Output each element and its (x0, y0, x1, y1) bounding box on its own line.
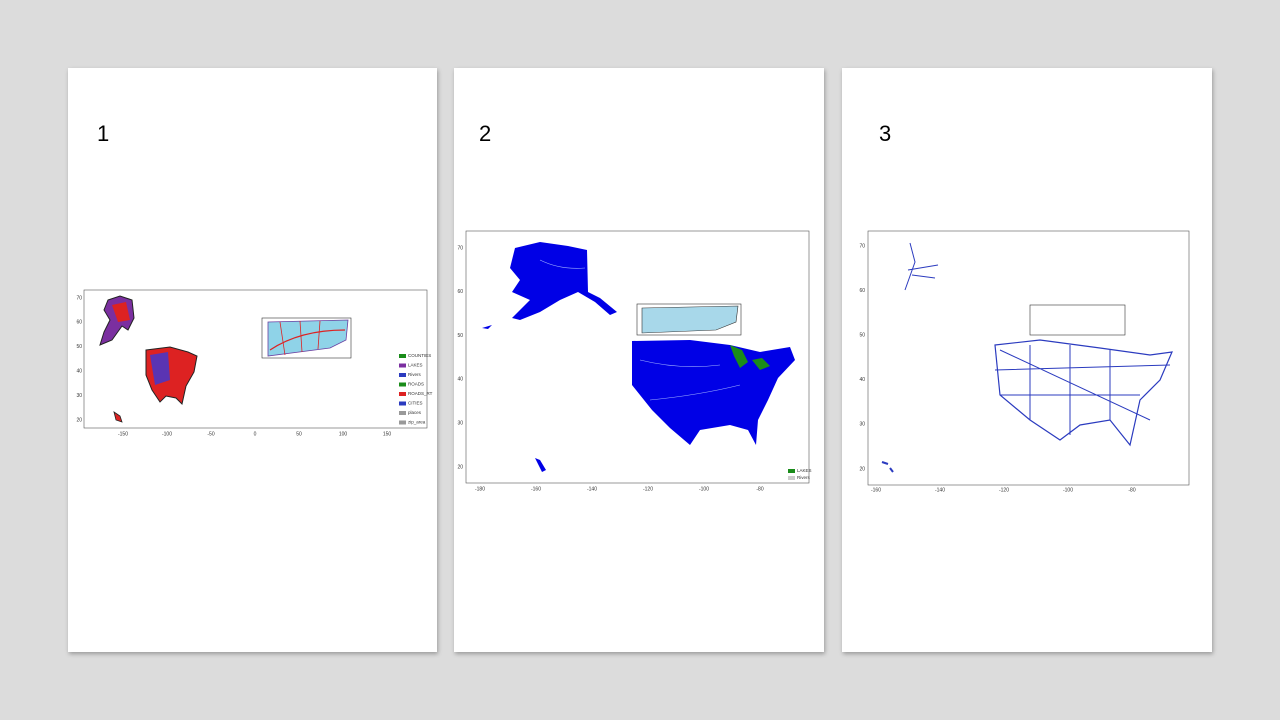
x-tick-label: -120 (999, 487, 1009, 493)
x-tick-label: -80 (1128, 487, 1135, 493)
y-tick-label: 70 (76, 295, 82, 301)
x-tick-label: -160 (871, 487, 881, 493)
legend-label: ROADS (408, 382, 424, 387)
y-tick-label: 70 (859, 243, 865, 249)
y-tick-label: 40 (457, 377, 463, 383)
x-tick-label: -50 (207, 431, 214, 437)
x-tick-label: -120 (643, 486, 653, 492)
legend-label: CITIES (408, 401, 423, 406)
x-tick-label: 150 (383, 431, 392, 437)
y-tick-label: 50 (76, 344, 82, 350)
y-tick-label: 30 (859, 422, 865, 428)
x-tick-label: -160 (531, 486, 541, 492)
y-tick-label: 60 (457, 289, 463, 295)
x-tick-label: -80 (756, 486, 763, 492)
legend-swatch (399, 382, 406, 387)
x-tick-label: -140 (935, 487, 945, 493)
x-tick-label: -100 (1063, 487, 1073, 493)
legend-swatch (399, 354, 406, 358)
y-tick-label: 40 (859, 377, 865, 383)
legend-label: LAKES (408, 363, 423, 368)
y-tick-label: 30 (76, 393, 82, 399)
legend-label: Rivers (408, 372, 422, 377)
x-tick-label: -150 (118, 431, 128, 437)
legend-swatch (399, 373, 406, 377)
legend-label: LAKES (797, 468, 812, 473)
y-tick-label: 20 (457, 464, 463, 470)
x-tick-label: 50 (296, 431, 302, 437)
x-tick-label: -100 (162, 431, 172, 437)
legend-label: zip_area (408, 420, 426, 425)
map (465, 230, 810, 484)
x-tick-label: 100 (339, 431, 348, 437)
y-tick-label: 70 (457, 245, 463, 251)
legend-swatch (399, 392, 406, 396)
page-number: 2 (479, 121, 491, 146)
legend-swatch (788, 476, 795, 480)
page-number: 3 (879, 121, 891, 146)
legend-label: Rivers (797, 475, 811, 480)
legend-swatch (399, 363, 406, 368)
y-tick-label: 30 (457, 421, 463, 427)
x-tick-label: -140 (587, 486, 597, 492)
y-tick-label: 20 (859, 466, 865, 472)
y-tick-label: 50 (457, 333, 463, 339)
x-tick-label: -180 (475, 486, 485, 492)
map (83, 289, 428, 429)
y-tick-label: 60 (76, 320, 82, 326)
legend-label: places (408, 410, 422, 415)
legend-swatch (399, 420, 406, 425)
y-tick-label: 50 (859, 333, 865, 339)
y-tick-label: 40 (76, 369, 82, 375)
x-tick-label: 0 (254, 431, 257, 437)
legend-swatch (399, 401, 406, 406)
y-tick-label: 60 (859, 288, 865, 294)
legend-swatch (788, 469, 795, 473)
x-tick-label: -100 (699, 486, 709, 492)
legend-swatch (399, 411, 406, 415)
page-number: 1 (97, 121, 109, 146)
y-tick-label: 20 (76, 417, 82, 423)
legend-label: ROADS_RT (408, 391, 433, 396)
legend-label: COUNTIES (408, 353, 431, 358)
map (867, 230, 1190, 486)
